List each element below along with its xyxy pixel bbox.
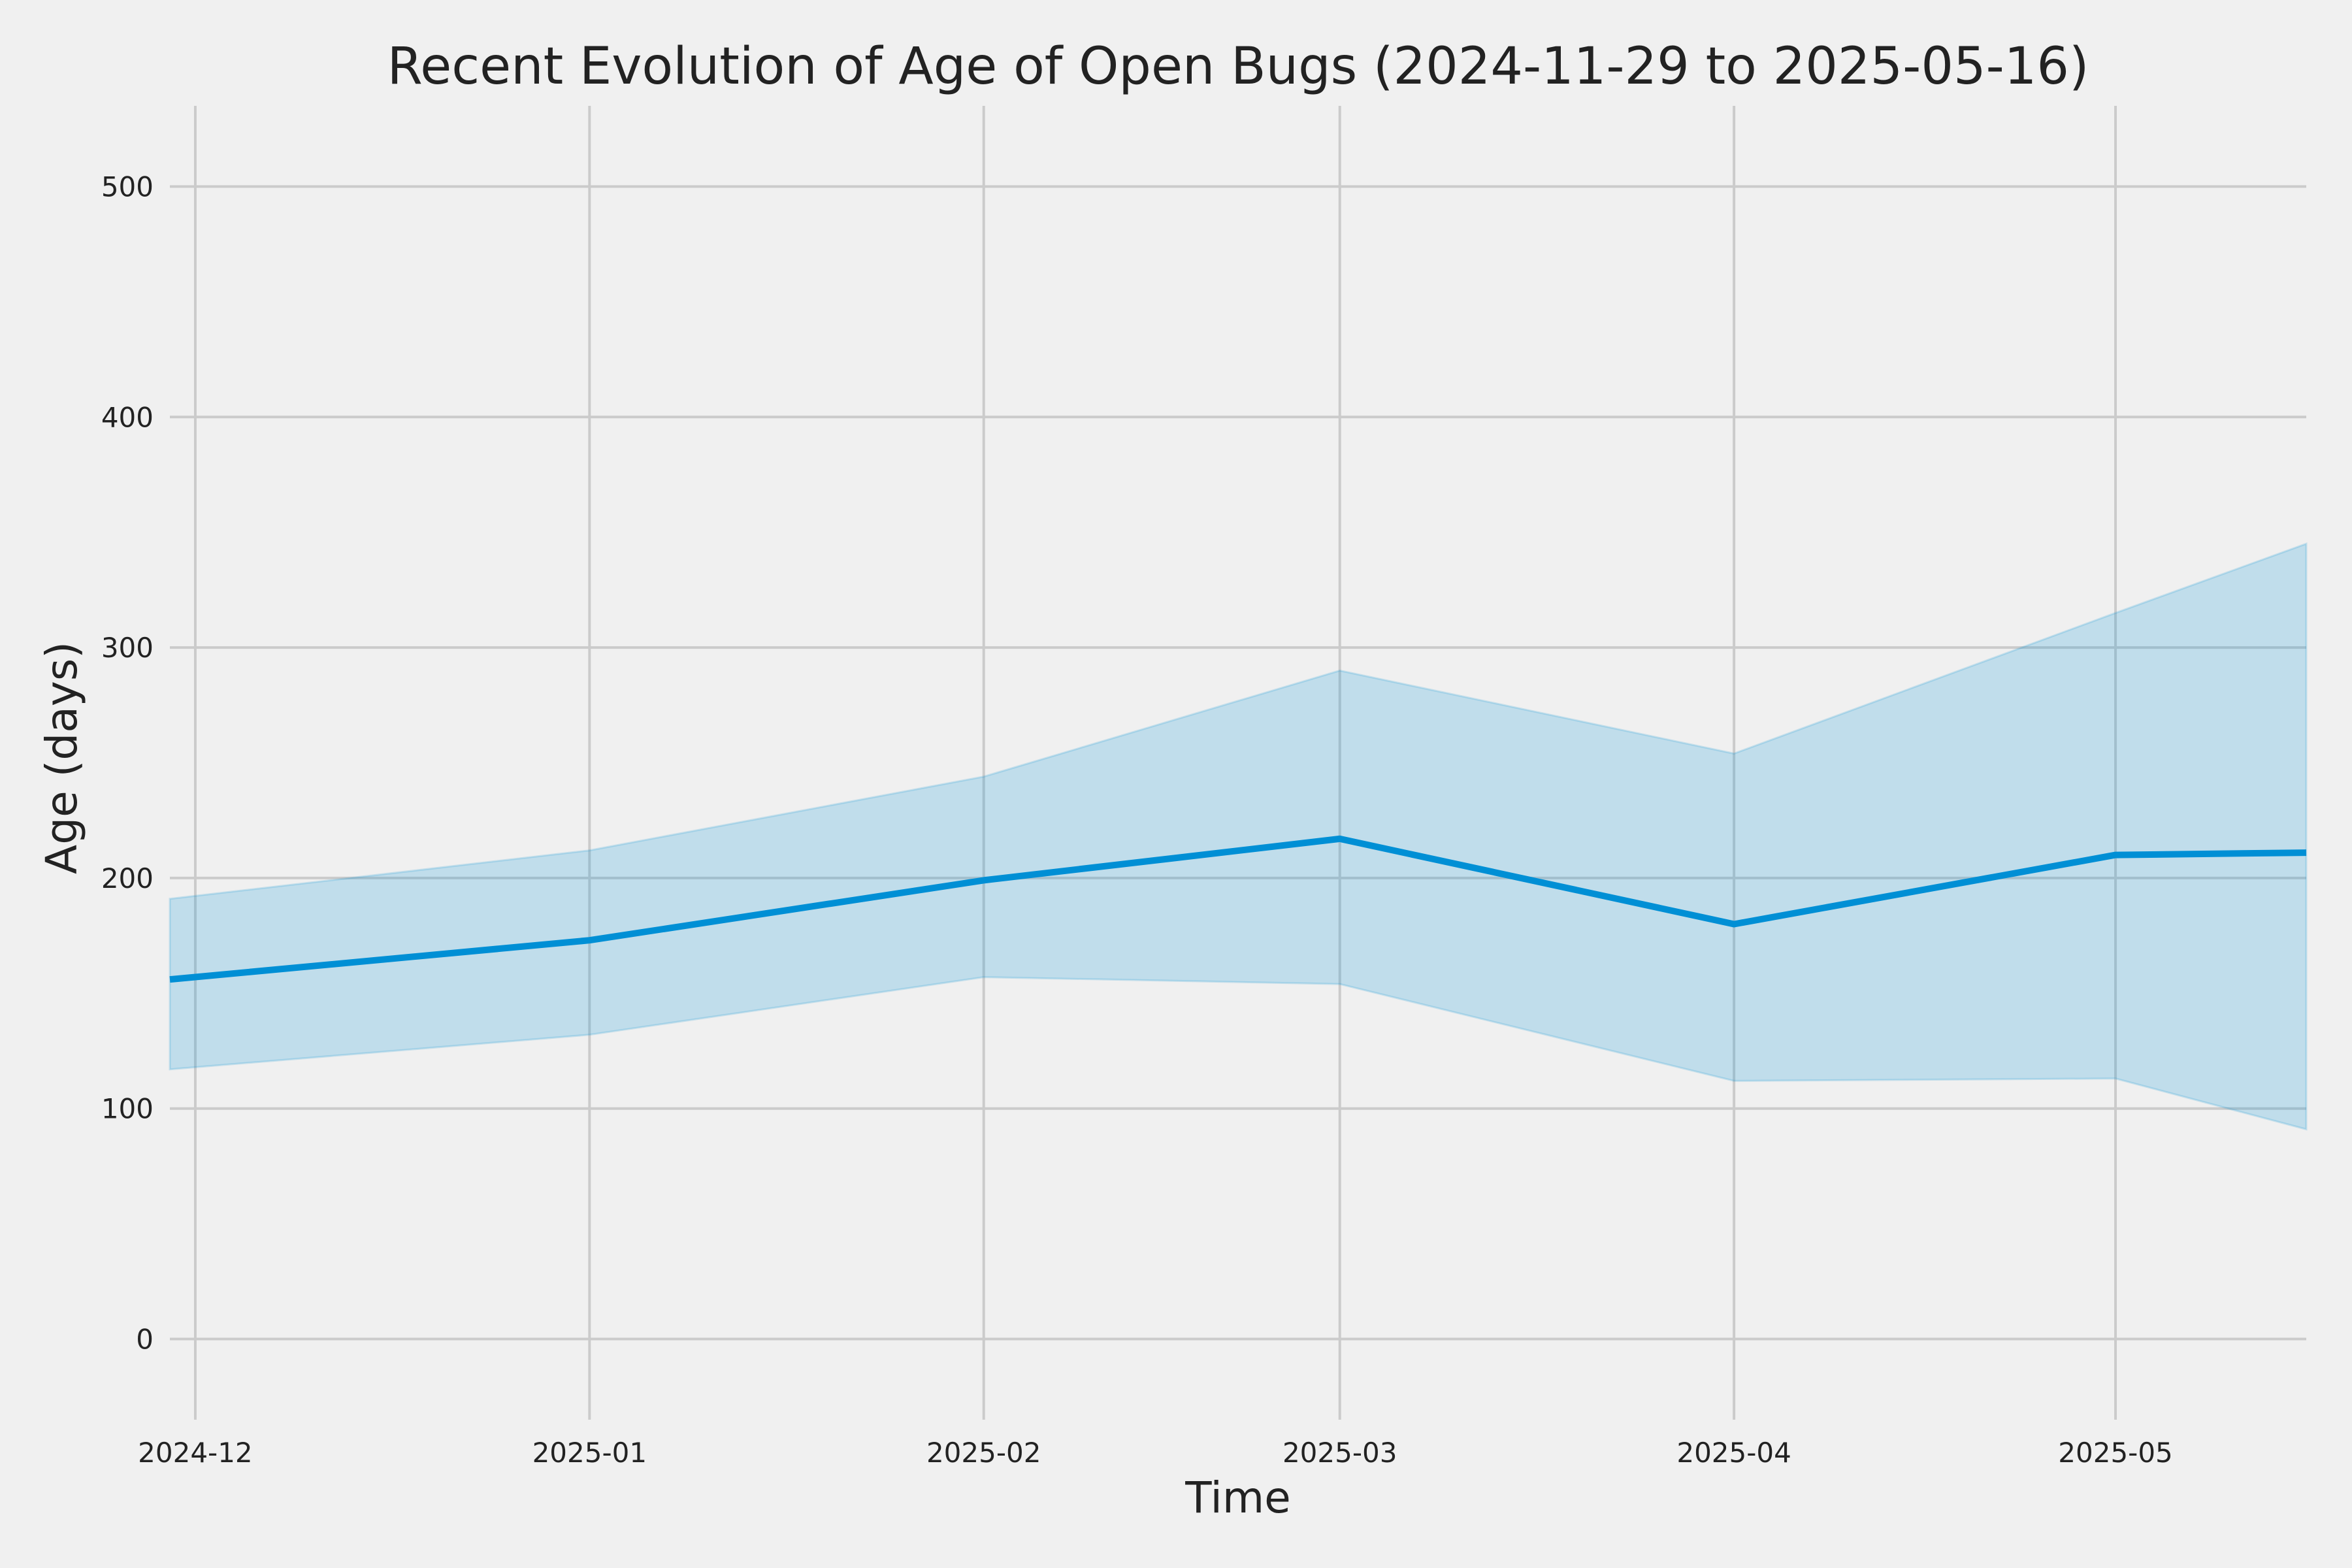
x-tick-label: 2025-03 bbox=[1282, 1437, 1397, 1469]
confidence-band bbox=[169, 542, 2308, 1131]
series-line-layer bbox=[169, 835, 2307, 983]
grid bbox=[170, 106, 2306, 1420]
y-tick-label: 400 bbox=[101, 401, 154, 433]
chart-title: Recent Evolution of Age of Open Bugs (20… bbox=[387, 37, 2089, 96]
x-tick-label: 2025-01 bbox=[532, 1437, 647, 1469]
x-axis-label: Time bbox=[1184, 1473, 1291, 1523]
y-tick-label: 500 bbox=[101, 171, 154, 203]
x-tick-label: 2025-05 bbox=[2058, 1437, 2173, 1469]
x-tick-label: 2025-02 bbox=[926, 1437, 1041, 1469]
y-axis-label: Age (days) bbox=[37, 642, 87, 874]
tick-labels: 0 100 200 300 400 500 2024-12 2025-01 2025-02 202… bbox=[101, 171, 2173, 1469]
y-tick-label: 100 bbox=[101, 1093, 154, 1125]
x-tick-label: 2024-12 bbox=[138, 1437, 253, 1469]
y-tick-label: 0 bbox=[136, 1324, 154, 1356]
confidence-band-layer bbox=[169, 542, 2308, 1131]
x-tick-label: 2025-04 bbox=[1676, 1437, 1791, 1469]
y-tick-label: 300 bbox=[101, 632, 154, 664]
y-tick-label: 200 bbox=[101, 862, 154, 894]
